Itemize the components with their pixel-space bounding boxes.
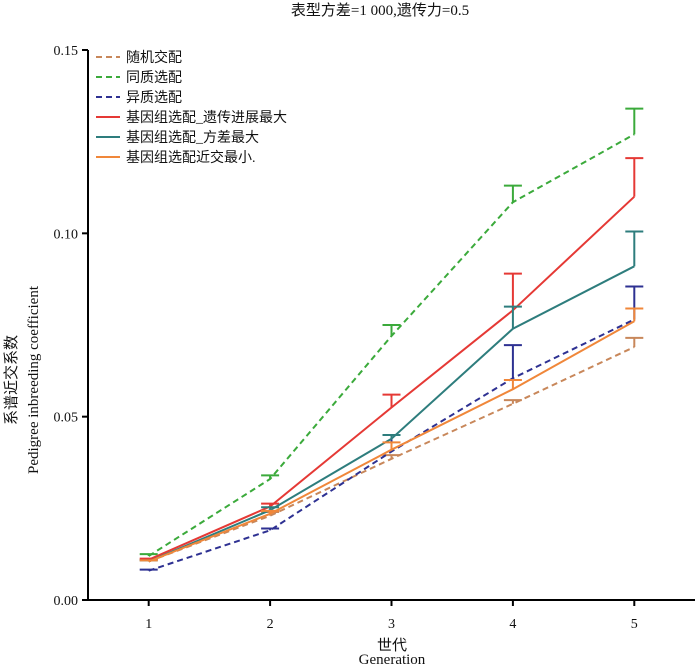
- legend: 随机交配同质选配异质选配基因组选配_遗传进展最大基因组选配_方差最大基因组选配近…: [96, 49, 287, 166]
- legend-item: 异质选配: [96, 90, 182, 106]
- legend-item: 同质选配: [96, 70, 182, 86]
- y-tick-label: 0.05: [54, 411, 79, 426]
- chart-title: 表型方差=1 000,遗传力=0.5: [291, 2, 469, 19]
- legend-label: 同质选配: [126, 70, 182, 86]
- x-tick-label: 1: [145, 617, 152, 632]
- y-tick-label: 0.00: [54, 594, 79, 609]
- x-tick-label: 5: [631, 617, 638, 632]
- x-axis-label-en: Generation: [359, 652, 426, 667]
- series-2: [139, 107, 644, 557]
- x-axis-label-cn: 世代: [377, 637, 407, 654]
- x-tick-label: 2: [267, 617, 274, 632]
- legend-item: 基因组选配近交最小.: [96, 149, 256, 166]
- x-tick-label: 4: [509, 617, 516, 632]
- y-tick-label: 0.15: [54, 44, 79, 59]
- series-layer: [139, 107, 644, 572]
- x-tick-label: 3: [388, 617, 395, 632]
- y-axis-label-cn: 系谱近交系数: [2, 335, 20, 425]
- legend-label: 基因组选配_方差最大: [126, 129, 259, 146]
- legend-item: 随机交配: [96, 49, 182, 66]
- series-line: [148, 133, 635, 557]
- legend-item: 基因组选配_方差最大: [96, 129, 259, 146]
- series-line: [148, 195, 635, 561]
- legend-item: 基因组选配_遗传进展最大: [96, 109, 287, 126]
- legend-label: 基因组选配_遗传进展最大: [126, 109, 287, 126]
- legend-label: 基因组选配近交最小.: [126, 149, 256, 166]
- axes: 0.00 0.05 0.10 0.15 1 2 3 4 5: [54, 44, 695, 632]
- y-axis-label-en: Pedigree inbreeding coefficient: [26, 285, 42, 474]
- series-line: [148, 265, 635, 563]
- series-6: [139, 307, 644, 563]
- y-tick-label: 0.10: [54, 227, 79, 242]
- legend-label: 随机交配: [126, 49, 182, 66]
- legend-label: 异质选配: [126, 90, 182, 106]
- y-axis-label-group: 系谱近交系数 Pedigree inbreeding coefficient: [2, 285, 42, 474]
